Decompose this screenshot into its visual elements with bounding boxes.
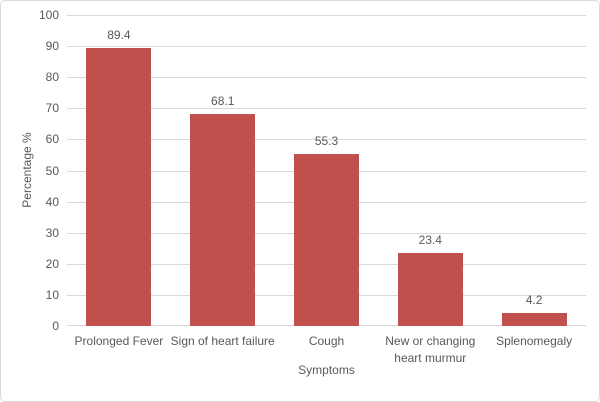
y-tick-label: 40 <box>45 194 59 209</box>
bar-value-label: 55.3 <box>314 134 339 149</box>
category-label: Splenomegaly <box>496 334 573 348</box>
category-label: Prolonged Fever <box>74 334 164 348</box>
bar <box>86 47 152 326</box>
y-tick-label: 100 <box>38 8 59 22</box>
x-axis-title: Symptoms <box>298 363 355 377</box>
y-tick-label: 50 <box>45 163 59 178</box>
y-tick-label: 20 <box>45 256 59 271</box>
y-tick-label: 70 <box>45 101 59 116</box>
gridline <box>67 139 586 141</box>
y-tick-label: 80 <box>45 70 59 85</box>
category-label: Cough <box>308 334 345 348</box>
gridline <box>67 108 586 110</box>
bar <box>397 253 463 326</box>
y-tick-label: 0 <box>52 319 59 333</box>
gridline <box>67 15 586 16</box>
y-tick-label: 10 <box>45 287 59 302</box>
bar <box>501 312 567 326</box>
y-axis-tick-labels: 0 10 20 30 40 50 60 70 80 90 100 <box>1 8 59 333</box>
bar-value-label: 89.4 <box>107 27 131 42</box>
y-tick-label: 30 <box>45 225 59 240</box>
bar <box>294 154 359 326</box>
category-label: Sign of heart failure <box>170 334 275 348</box>
bar-value-label: 4.2 <box>525 292 543 307</box>
bar-value-label: 23.4 <box>418 233 442 248</box>
y-tick-label: 90 <box>45 39 59 54</box>
plot-area: 89.4 68.1 55.3 23.4 4.2 <box>67 15 586 326</box>
category-label: New or changing heart murmur <box>385 334 476 365</box>
gridline <box>67 77 586 79</box>
y-tick-label: 60 <box>45 132 59 147</box>
bar <box>190 114 256 326</box>
bar-value-label: 68.1 <box>211 94 235 109</box>
gridline <box>67 46 586 48</box>
